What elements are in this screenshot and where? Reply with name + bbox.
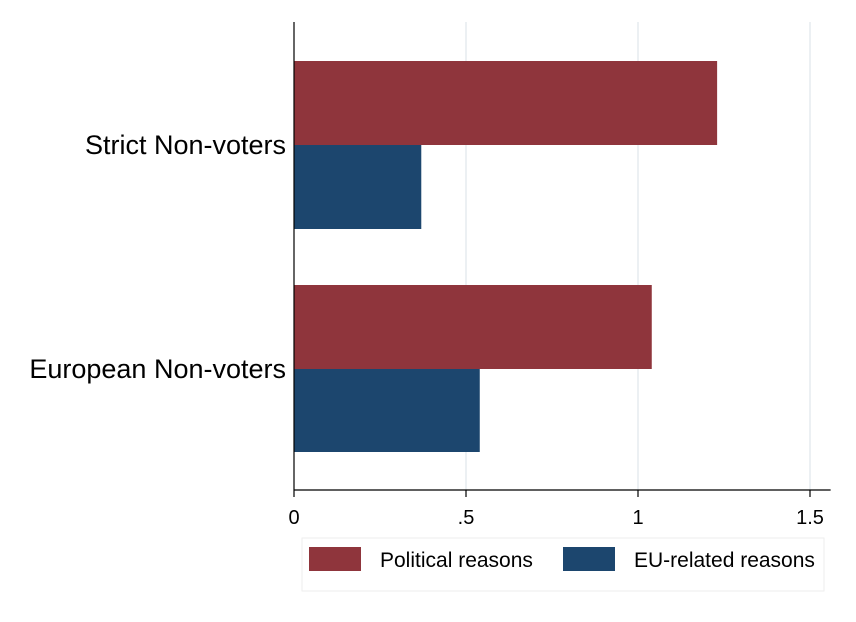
legend-label-political: Political reasons — [380, 549, 533, 572]
category-labels: Strict Non-voters European Non-voters — [29, 130, 286, 384]
bar-eu-related-european — [294, 369, 480, 452]
category-label: Strict Non-voters — [85, 130, 286, 160]
bar-political-european — [294, 285, 652, 369]
x-tick-label: 0 — [288, 507, 299, 529]
x-axis-ticks: 0 .5 1 1.5 — [288, 490, 824, 529]
legend-swatch-political — [309, 547, 361, 571]
x-tick-label: 1 — [632, 507, 643, 529]
category-label: European Non-voters — [29, 354, 286, 384]
axes — [293, 22, 831, 491]
legend-label-eu-related: EU-related reasons — [634, 549, 815, 572]
legend: Political reasons EU-related reasons — [301, 537, 825, 592]
x-tick-label: .5 — [458, 507, 475, 529]
bar-political-strict — [294, 61, 718, 145]
bar-eu-related-strict — [294, 145, 422, 229]
x-tick-label: 1.5 — [796, 507, 824, 529]
legend-swatch-eu-related — [563, 547, 615, 571]
bars — [294, 61, 718, 452]
